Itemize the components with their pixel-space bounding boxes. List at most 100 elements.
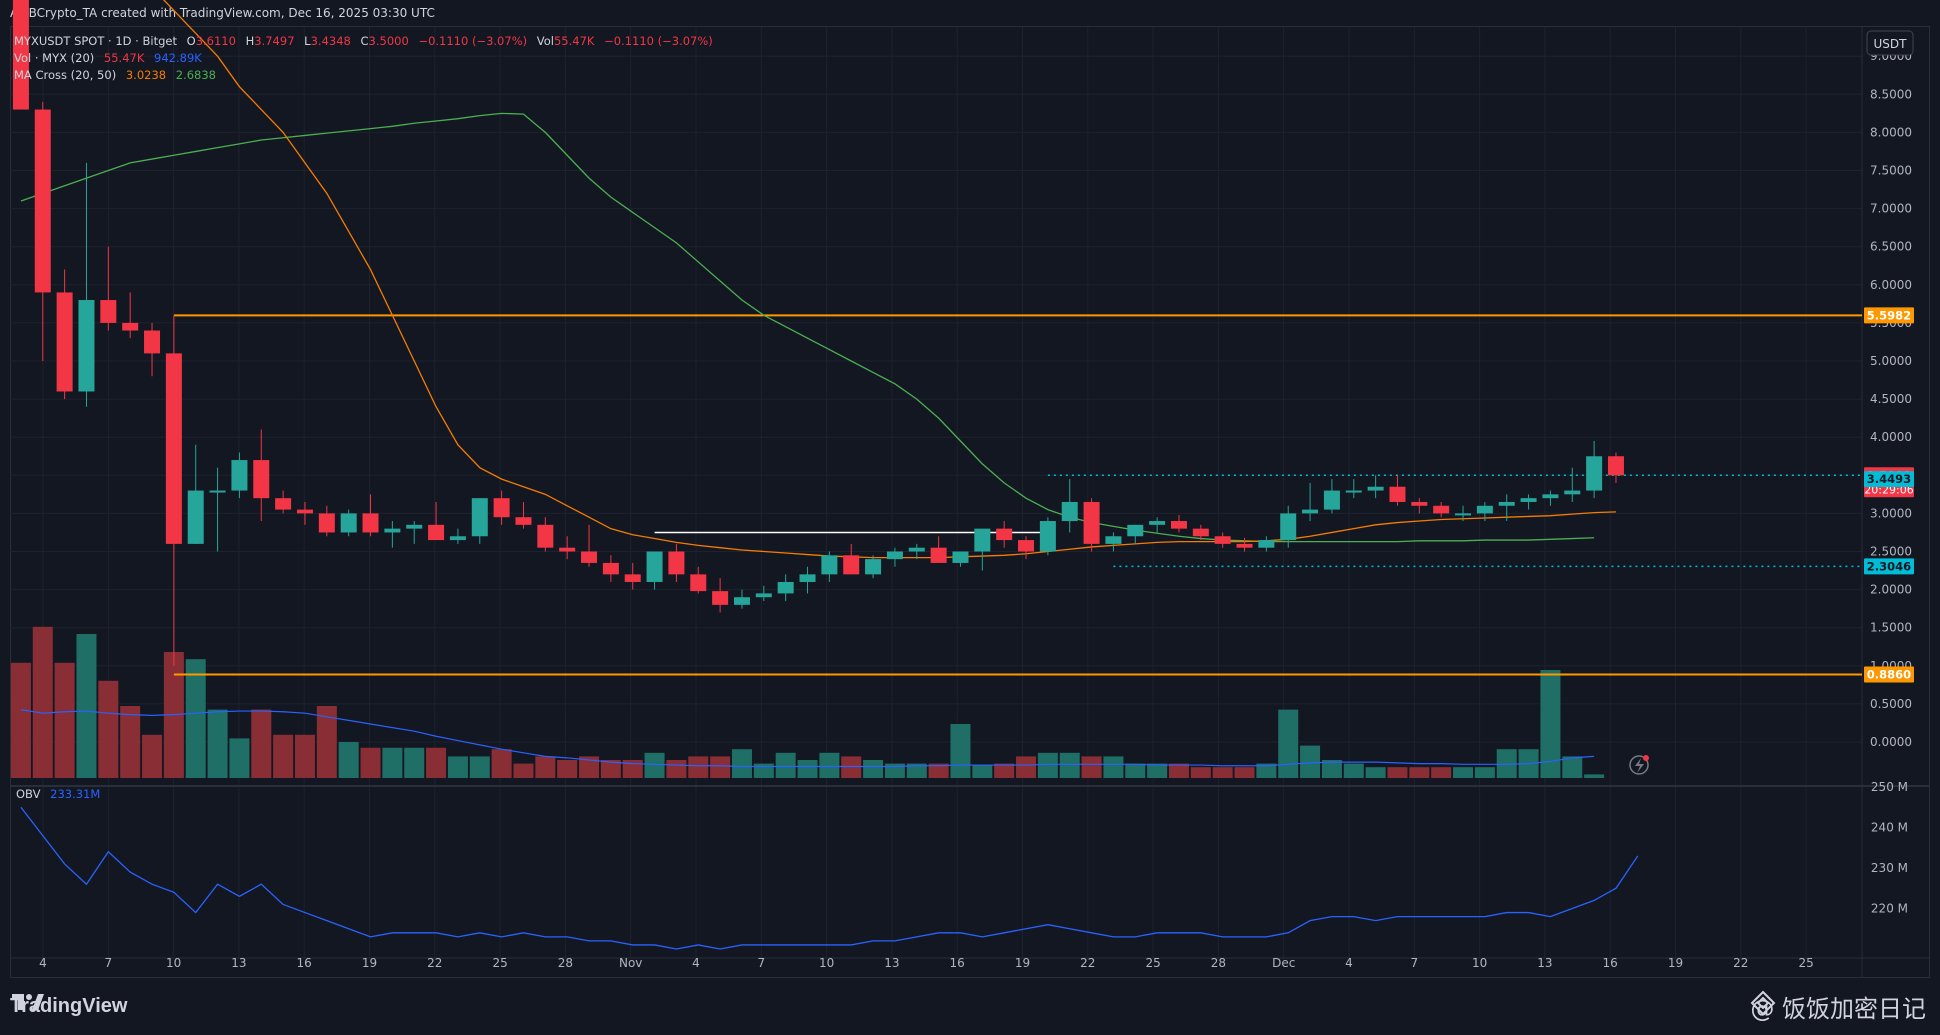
candle-body [908,547,925,552]
svg-text:OBV 233.31M: OBV 233.31M [16,787,100,801]
time-tick: 28 [558,956,573,970]
volume-bar [1540,670,1561,778]
candle-body [843,555,860,575]
candle-body [1433,505,1450,514]
volume-bar [360,747,381,778]
price-tick: 1.5000 [1870,621,1912,635]
volume-bar [426,747,447,778]
volume-bar [797,760,818,778]
ma20-line [162,0,1616,559]
volume-bar [994,763,1015,778]
volume-bar [928,763,949,778]
svg-text:MYXUSDT SPOT · 1D · Bitget: MYXUSDT SPOT · 1D · Bitget O3.6110 H3.74… [14,34,713,48]
volume-bar [1168,763,1189,778]
volume-bars [10,626,1605,778]
price-label-bg [1864,307,1914,324]
candle-body [122,322,139,331]
time-tick: 4 [692,956,700,970]
candle-body [646,551,663,582]
candle-body [165,353,182,544]
candle-body [1214,536,1231,544]
volume-bar [1278,709,1299,778]
tradingview-logo[interactable]: TradingView [10,990,127,1022]
legend-ma-cross: MA Cross (20, 50) [14,68,116,82]
candle-body [12,0,29,110]
candle-body [1323,490,1340,510]
candle-body [1018,540,1035,552]
volume-bar [1234,767,1255,778]
time-tick: 19 [1015,956,1030,970]
watermark-text: @ 饭饭加密日记 [1750,994,1926,1023]
candle-body [1345,490,1362,493]
time-tick: 10 [819,956,834,970]
candle-body [428,524,445,541]
volume-bar [950,724,971,778]
price-tick: 4.0000 [1870,430,1912,444]
candle-body [406,524,423,529]
volume-bar [1321,760,1342,778]
time-tick: 16 [950,956,965,970]
price-label-res-high: 5.5982 [1867,308,1911,322]
legend: MYXUSDT SPOT · 1D · Bitget O3.6110 H3.74… [14,34,713,801]
axes: 9.00008.50008.00007.50007.00006.50006.00… [39,49,1912,970]
volume-bar [1059,752,1080,778]
candle-body [493,498,510,518]
legend-ma-v1: 3.0238 [126,68,166,82]
volume-bar [1365,767,1386,778]
legend-vol-ind-v1: 55.47K [104,51,145,65]
chart-frame[interactable] [10,26,1930,978]
price-tick: 2.0000 [1870,583,1912,597]
volume-bar [622,760,643,778]
candle-body [690,574,707,592]
volume-bar [513,763,534,778]
volume-bar [1300,745,1321,778]
svg-text:MA Cross (20, 50) 3.0238: MA Cross (20, 50) 3.0238 2.6838 [14,68,216,82]
candle-body [1389,486,1406,502]
candle-body [930,547,947,563]
candle-body [362,513,379,533]
time-tick: 25 [1145,956,1160,970]
created-with-text: AMBCrypto_TA created with TradingView.co… [10,6,435,20]
candle-body [1607,456,1624,476]
candle-body [602,562,619,575]
currency-button[interactable]: USDT [1866,30,1914,56]
candle-body [1586,456,1603,491]
chart-header: AMBCrypto_TA created with TradingView.co… [0,0,1940,26]
volume-bar [1584,774,1605,778]
candle-body [581,551,598,563]
volume-bar [688,756,709,778]
time-tick: 4 [1345,956,1353,970]
candle-body [733,597,750,605]
candle-body [1411,501,1428,506]
volume-bar [54,662,75,778]
legend-vol-value: 55.47K [554,34,595,48]
candles [12,0,1624,666]
currency-button-label[interactable]: USDT [1874,37,1908,51]
candle-body [799,574,816,582]
volume-bar [491,749,512,778]
time-tick: Nov [619,956,642,970]
candle-body [144,330,161,354]
volume-bar [1016,756,1037,778]
volume-bar [469,756,490,778]
volume-bar [142,734,163,778]
time-tick: 16 [297,956,312,970]
volume-bar [1343,763,1364,778]
legend-ma-v2: 2.6838 [176,68,216,82]
time-tick: 10 [1472,956,1487,970]
candle-body [1542,494,1559,499]
candle-body [1039,521,1056,552]
grid [10,27,1930,977]
lightning-icon[interactable] [1629,755,1649,775]
volume-bar [906,763,927,778]
time-tick: 22 [1080,956,1095,970]
candle-body [384,528,401,533]
legend-vol-ind-v2: 942.89K [154,51,202,65]
candle-body [755,593,772,598]
legend-open: 3.6110 [196,34,236,48]
volume-bar [404,747,425,778]
legend-symbol: MYXUSDT SPOT · 1D · Bitget [14,34,177,48]
price-tick: 8.0000 [1870,125,1912,139]
volume-bar [1562,756,1583,778]
